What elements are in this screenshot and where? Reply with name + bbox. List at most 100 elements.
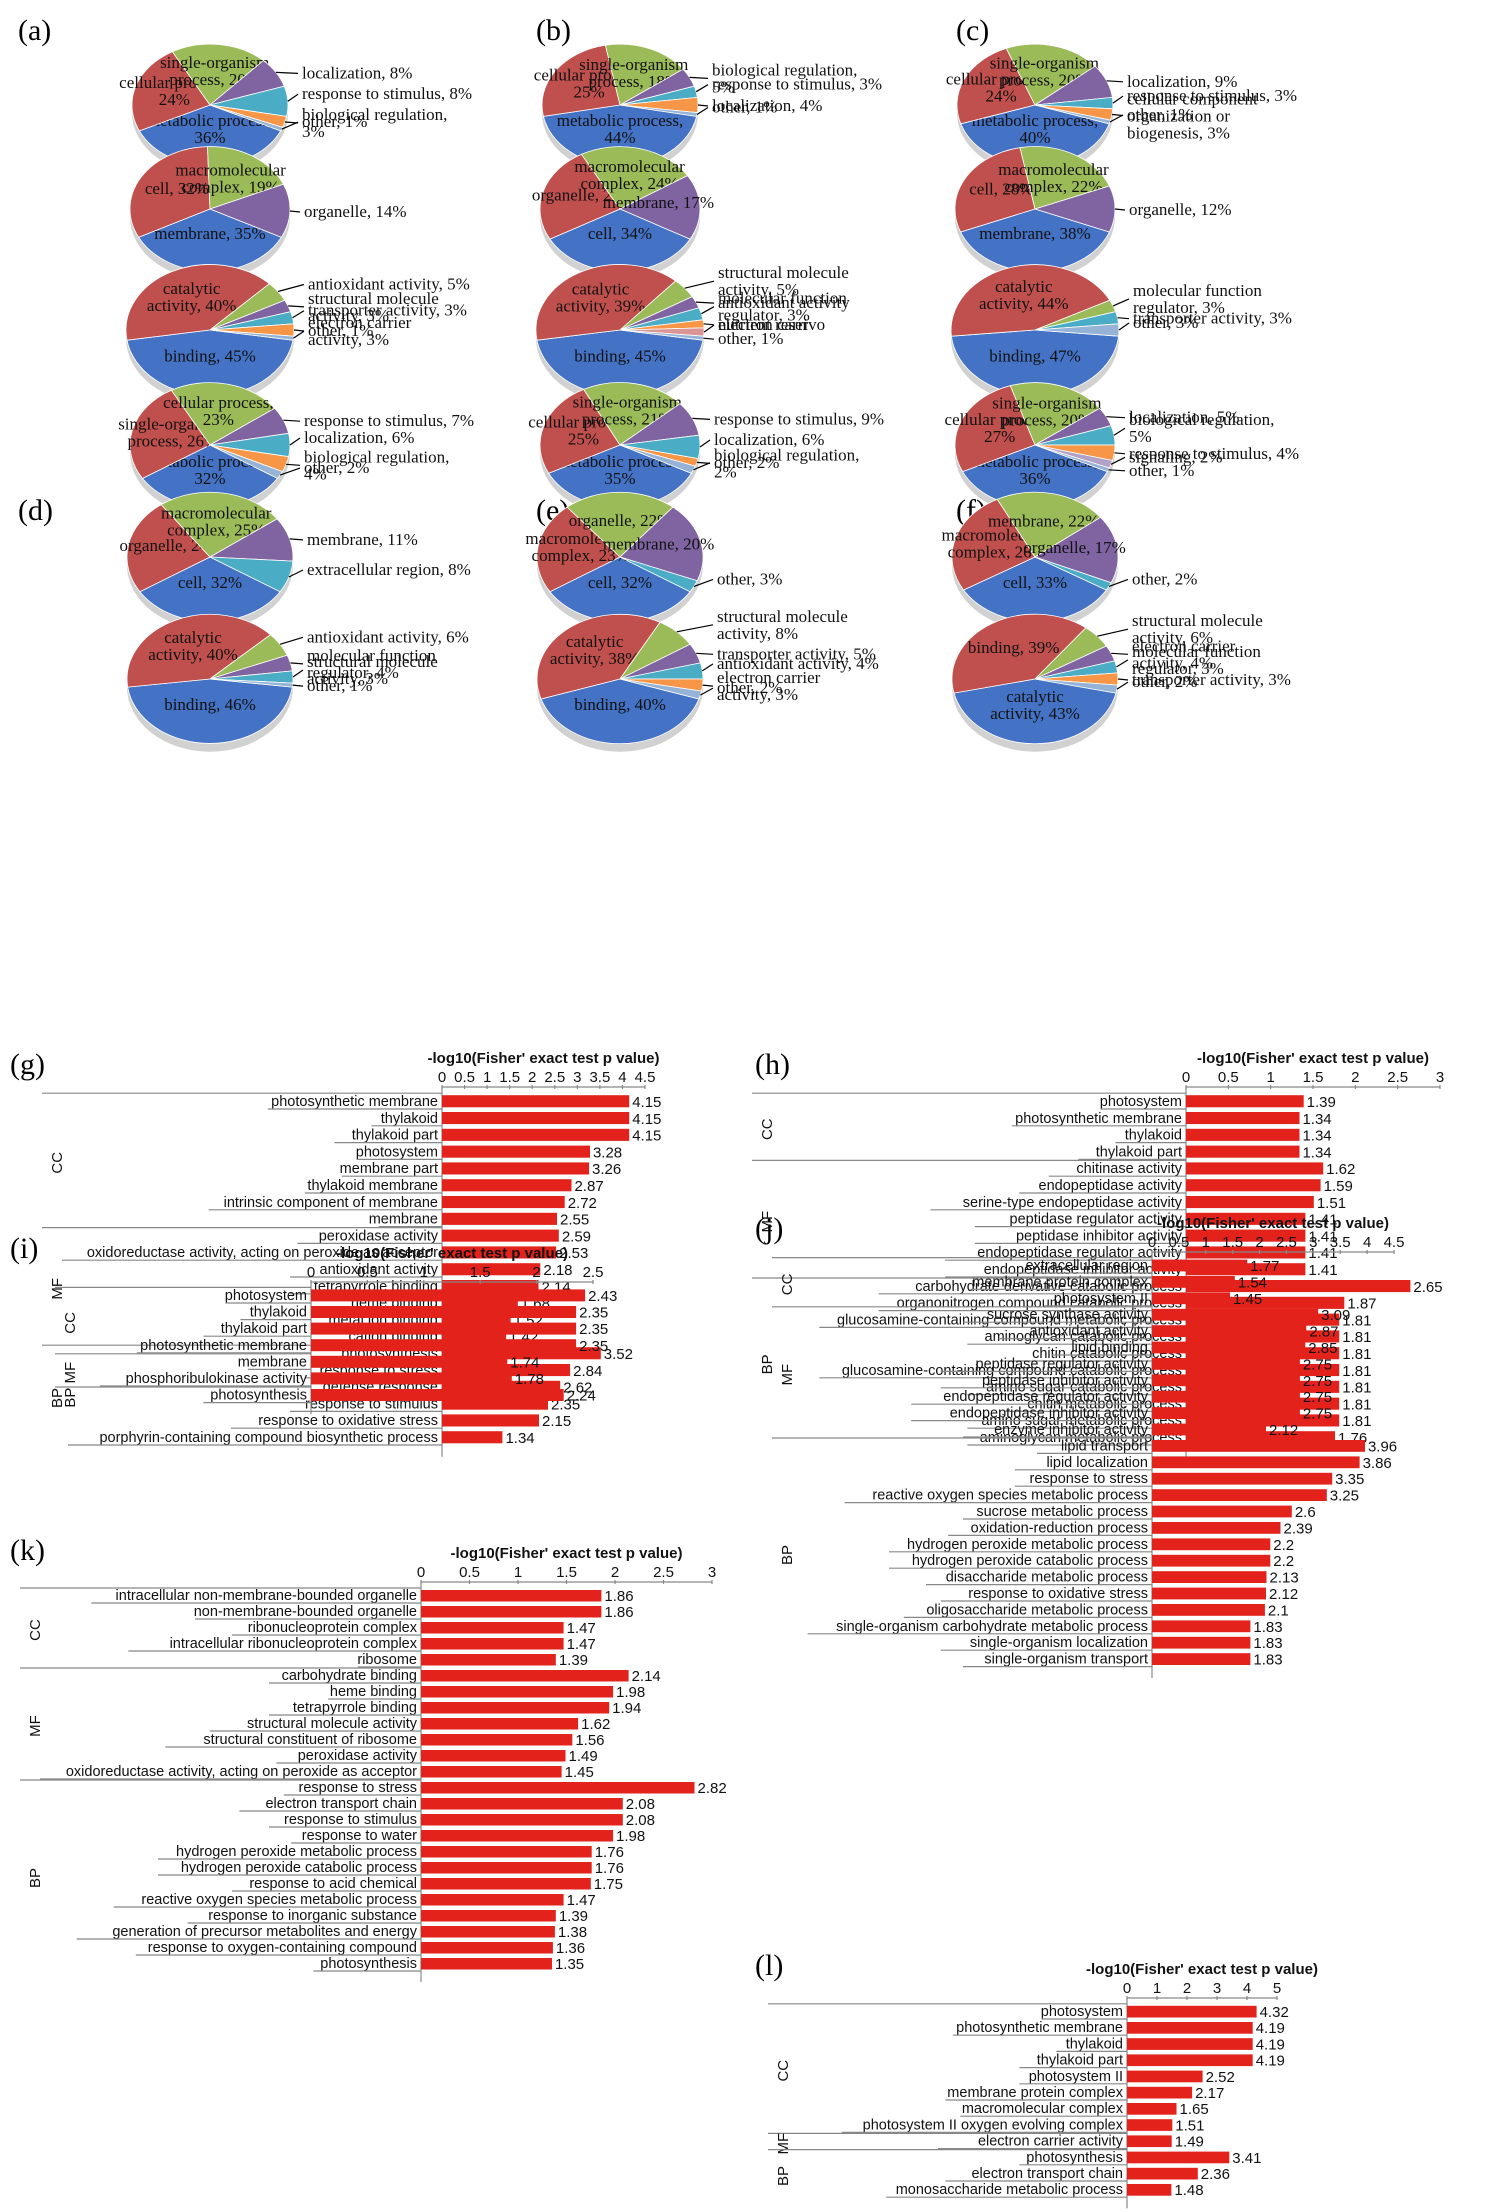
bar-response-to-stress xyxy=(1152,1472,1333,1485)
group-label-mf: MF xyxy=(779,1364,796,1386)
pie-label-other-1: other, 1% xyxy=(308,321,373,340)
value-label: 1.59 xyxy=(1324,1178,1353,1195)
pie-slice-single-organism-process-26 xyxy=(129,389,211,479)
pie-chart-d: (d)metabolic process,32%single-organismp… xyxy=(18,382,474,527)
pie-label-molecular-function-regulator-3: regulator, 3% xyxy=(1132,659,1224,678)
pie-label-molecular-function-regulator-4: molecular function xyxy=(307,646,436,665)
bar-carbohydrate-derivative-catabolic-process xyxy=(1186,1280,1411,1293)
value-label: 1.94 xyxy=(612,1700,641,1717)
value-label: 1.81 xyxy=(1342,1312,1371,1329)
bar-chitinase-activity xyxy=(1186,1162,1324,1175)
bar-oxidoreductase-activity-acting-on-peroxide-as-acceptor xyxy=(442,1246,557,1259)
leader-line xyxy=(1109,114,1124,123)
pie-label-localization-6: localization, 6% xyxy=(714,430,824,449)
category-label: response to oxygen-containing compound xyxy=(148,1940,417,1956)
pie-label-cell-34: cell, 34% xyxy=(588,224,652,243)
pie-label-macromolecular-complex-25: macromolecular xyxy=(161,503,272,522)
leader-line xyxy=(701,306,715,315)
category-label: photosynthetic membrane xyxy=(956,2020,1123,2036)
value-label: 2.72 xyxy=(568,1195,597,1212)
category-label: heme binding xyxy=(330,1684,417,1700)
pie-slice-catalytic-activity-38 xyxy=(536,613,661,700)
pie-label-single-organism-process-21: process, 21% xyxy=(582,410,673,429)
pie-slice-organelle-24 xyxy=(126,504,211,593)
category-label: response to water xyxy=(302,1828,417,1844)
bar-thylakoid-part xyxy=(1127,2054,1253,2067)
bar-photosystem xyxy=(1127,2005,1257,2018)
bar-photosynthetic-membrane xyxy=(442,1095,630,1108)
tick-label: 2 xyxy=(528,1069,536,1086)
pie-slice-catalytic-activity-44 xyxy=(950,264,1111,337)
value-label: 2.84 xyxy=(573,1363,602,1380)
category-label: thylakoid xyxy=(381,1111,438,1127)
pie-slice-membrane-20 xyxy=(619,506,704,582)
leader-line xyxy=(288,569,304,578)
category-label: tetrapyrrole binding xyxy=(293,1700,417,1716)
pie-slice-single-organism-process-18 xyxy=(604,43,684,106)
pie-slice-cell-28 xyxy=(954,147,1036,233)
bar-antioxidant-activity xyxy=(442,1263,541,1276)
value-label: 2.1 xyxy=(1268,1602,1289,1619)
pie-label-binding-47: binding, 47% xyxy=(989,346,1081,365)
bar-photosystem-ii xyxy=(1127,2070,1203,2083)
pie-label-binding-45: binding, 45% xyxy=(164,346,256,365)
leader-line xyxy=(1114,452,1126,455)
pie-label-structural-molecule-activity-3: activity, 3% xyxy=(307,669,388,688)
pie-label-membrane-38: membrane, 38% xyxy=(979,224,1090,243)
leader-line xyxy=(697,104,709,107)
pie-label-metabolic-process-44: 44% xyxy=(604,128,635,147)
bar-antioxidant-activity xyxy=(1152,1325,1307,1337)
pie-label-molecular-function-regulator-3: regulator, 3% xyxy=(1133,298,1225,317)
value-label: 2.2 xyxy=(1273,1537,1294,1554)
category-label: photosynthetic membrane xyxy=(140,1338,307,1354)
pie-label-metabolic-process-44: metabolic process, xyxy=(557,111,684,130)
category-label: intracellular non-membrane-bounded organ… xyxy=(116,1588,417,1604)
pie-slice-other-3 xyxy=(619,556,698,593)
pie-label-single-organism-process-26: process, 26% xyxy=(127,432,218,451)
leader-line xyxy=(290,662,304,665)
category-label: organonitrogen compound catabolic proces… xyxy=(897,1296,1182,1312)
tick-label: 1 xyxy=(514,1564,522,1581)
bar-response-to-oxygen-containing-compound xyxy=(421,1942,553,1954)
category-label: single-organism carbohydrate metabolic p… xyxy=(836,1619,1148,1635)
category-label: photosynthesis xyxy=(210,1388,307,1404)
pie-label-antioxidant-activity-6: antioxidant activity, 6% xyxy=(307,627,469,646)
panel-label: (d) xyxy=(18,494,53,527)
bar-carbohydrate-binding xyxy=(421,1670,629,1682)
pie-label-single-organism-process-20: single-organism xyxy=(160,53,269,72)
bar-thylakoid xyxy=(311,1306,577,1318)
category-label: photosynthetic membrane xyxy=(271,1094,438,1110)
leader-line xyxy=(689,76,709,79)
tick-label: 1.5 xyxy=(499,1069,520,1086)
pie-slice-cellular-process-25 xyxy=(541,44,621,117)
category-label: thylakoid xyxy=(250,1305,307,1321)
value-label: 2.75 xyxy=(1303,1373,1332,1390)
pie-label-catalytic-activity-40: catalytic xyxy=(164,628,222,647)
value-label: 1.98 xyxy=(616,1684,645,1701)
pie-label-biological-regulation-5: 5% xyxy=(1129,427,1152,446)
pie-label-transporter-activity-3: transporter activity, 3% xyxy=(1132,670,1291,689)
value-label: 3.86 xyxy=(1363,1455,1392,1472)
bar-photosynthesis xyxy=(1127,2151,1230,2164)
value-label: 2.14 xyxy=(632,1668,661,1685)
value-label: 1.76 xyxy=(595,1844,624,1861)
bar-photosystem-ii-oxygen-evolving-complex xyxy=(1127,2119,1173,2131)
bar-structural-molecule-activity xyxy=(421,1718,579,1730)
pie-chart-f: (f)metabolic process,36%cellular process… xyxy=(945,382,1299,527)
leader-line xyxy=(1117,678,1129,681)
value-label: 1.48 xyxy=(1174,2182,1203,2199)
tick-label: 1 xyxy=(1202,1234,1210,1251)
axis-title: -log10(Fisher' exact test p value) xyxy=(1086,1961,1318,1978)
value-label: 2.35 xyxy=(579,1338,608,1355)
value-label: 2.59 xyxy=(562,1228,591,1245)
pie-label-organelle-14: organelle, 14% xyxy=(304,202,407,221)
category-label: photosystem xyxy=(225,1288,307,1304)
pie-chart-p1: membrane, 35% cell, 32%macromolecularcomp… xyxy=(129,146,407,280)
bar-lipid-binding xyxy=(1152,1341,1306,1354)
bar-disaccharide-metabolic-process xyxy=(1152,1571,1267,1583)
pie-label-cellular-process-24: 24% xyxy=(159,90,190,109)
tick-label: 1.5 xyxy=(1303,1069,1324,1086)
pie-label-metabolic-process-40: metabolic process, xyxy=(972,111,1099,130)
